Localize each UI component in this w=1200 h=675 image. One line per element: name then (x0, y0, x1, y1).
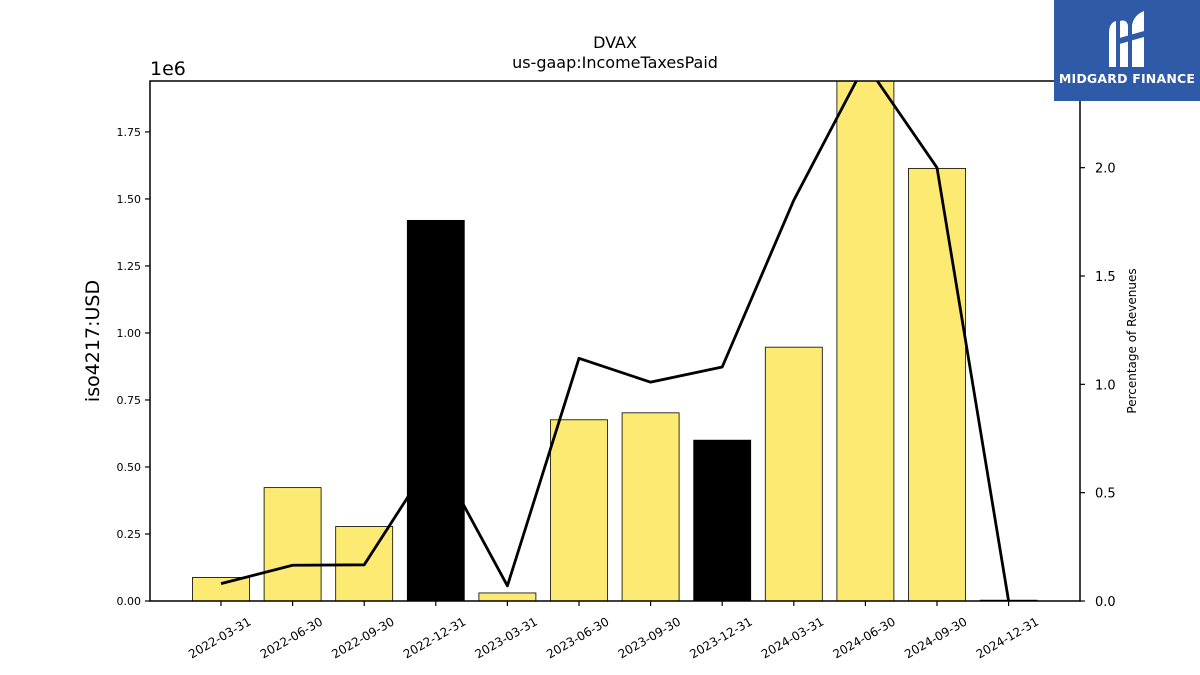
x-tick-label: 2022-09-30 (329, 614, 396, 661)
y-offset-label: 1e6 (150, 58, 186, 80)
y-tick-label: 1.25 (117, 260, 142, 273)
x-tick-label: 2022-03-31 (186, 614, 253, 661)
x-tick-label: 2024-03-31 (759, 614, 826, 661)
y-axis-label: iso4217:USD (82, 280, 104, 402)
x-tick-label: 2022-06-30 (258, 614, 325, 661)
bar-2023-09-30 (621, 412, 680, 602)
y-tick-label: 0.75 (117, 394, 142, 407)
bar-2022-03-31 (192, 577, 250, 602)
y-right-tick-label: 1.5 (1095, 270, 1116, 285)
x-tick-label: 2023-06-30 (544, 614, 611, 661)
bar-2023-12-31 (693, 439, 752, 602)
bar-2022-06-30 (263, 487, 322, 602)
x-tick-label: 2024-09-30 (902, 614, 969, 661)
bar-2022-12-31 (406, 219, 465, 602)
y-tick-label: 0.00 (117, 595, 142, 608)
y-tick-label: 1.50 (117, 193, 142, 206)
midgard-finance-logo: MIDGARD FINANCE (1054, 0, 1200, 101)
logo-text: MIDGARD FINANCE (1058, 71, 1196, 86)
y-tick-label: 1.00 (117, 327, 142, 340)
bar-2024-06-30 (836, 80, 895, 602)
plot-frame (149, 80, 1081, 602)
y-right-tick-label: 1.0 (1095, 378, 1116, 393)
y-axis-right-label: Percentage of Revenues (1125, 268, 1139, 413)
x-tick-label: 2023-12-31 (687, 614, 754, 661)
bar-2024-03-31 (764, 346, 823, 602)
x-tick-label: 2022-12-31 (401, 614, 468, 661)
x-tick-label: 2024-06-30 (830, 614, 897, 661)
x-tick-label: 2024-12-31 (974, 614, 1041, 661)
bar-2023-03-31 (478, 592, 537, 602)
midgard-m-logo-icon (1109, 11, 1144, 67)
y-right-tick-label: 0.5 (1095, 487, 1116, 502)
y-right-tick-label: 2.0 (1095, 162, 1116, 177)
chart-subtitle: us-gaap:IncomeTaxesPaid (512, 53, 718, 72)
y-tick-label: 1.75 (117, 126, 142, 139)
x-tick-label: 2023-03-31 (472, 614, 539, 661)
y-tick-label: 0.25 (117, 528, 142, 541)
y-tick-label: 0.50 (117, 461, 142, 474)
x-tick-label: 2023-09-30 (616, 614, 683, 661)
bar-2023-06-30 (550, 419, 608, 602)
y-right-tick-label: 0.0 (1095, 595, 1116, 610)
chart-title: DVAX (593, 33, 637, 52)
bar-2024-09-30 (908, 167, 966, 602)
